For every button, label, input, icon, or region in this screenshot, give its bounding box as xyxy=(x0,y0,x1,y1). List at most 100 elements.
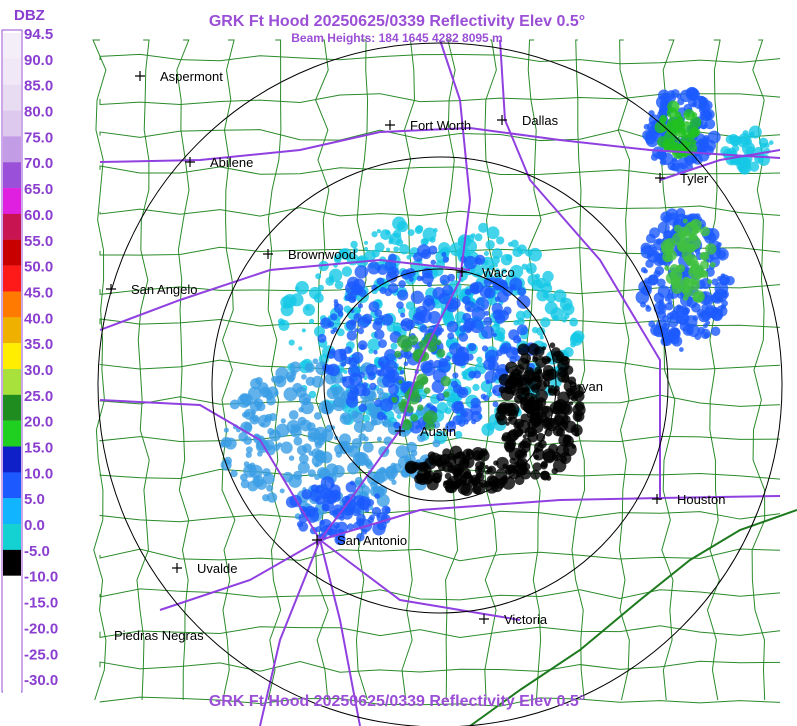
echo xyxy=(433,469,443,480)
echo xyxy=(436,348,446,358)
echo xyxy=(427,451,436,460)
echo xyxy=(515,310,526,321)
echo xyxy=(519,396,529,406)
echo xyxy=(364,246,369,252)
echo xyxy=(574,432,580,437)
legend-swatch xyxy=(3,291,21,318)
echo xyxy=(380,229,391,240)
echo xyxy=(333,301,340,308)
echo xyxy=(514,355,521,362)
echo xyxy=(408,335,419,346)
echo xyxy=(707,279,713,285)
echo xyxy=(542,364,555,377)
echo xyxy=(416,473,429,486)
city-label: Dallas xyxy=(522,113,559,128)
echo xyxy=(675,208,686,218)
highways xyxy=(99,39,781,726)
echo xyxy=(481,345,489,352)
echo xyxy=(362,414,371,423)
echo xyxy=(422,413,433,423)
echo xyxy=(534,366,543,375)
echo xyxy=(479,461,485,467)
echo xyxy=(339,348,347,357)
echo xyxy=(486,391,493,398)
echo xyxy=(400,318,414,332)
echo xyxy=(742,130,749,137)
echo xyxy=(365,363,378,377)
echo xyxy=(491,248,503,259)
legend-swatch xyxy=(3,84,21,111)
echo xyxy=(534,405,543,413)
echo xyxy=(764,142,770,148)
echo xyxy=(530,469,541,480)
echo xyxy=(645,304,650,309)
echo xyxy=(326,386,339,400)
echo xyxy=(662,214,671,223)
echo xyxy=(332,493,341,502)
echo xyxy=(521,437,532,449)
echo xyxy=(468,370,477,379)
echo xyxy=(521,386,531,396)
echo xyxy=(768,140,774,145)
echo xyxy=(717,242,722,247)
echo xyxy=(341,501,355,516)
echo xyxy=(374,242,385,253)
legend-swatch xyxy=(3,420,21,447)
echo xyxy=(694,264,704,274)
echo xyxy=(757,153,770,166)
echo xyxy=(680,135,692,147)
echo xyxy=(400,312,406,318)
echo xyxy=(415,225,424,233)
echo xyxy=(541,355,551,365)
coastline xyxy=(469,509,797,726)
county-line xyxy=(99,696,781,707)
echo xyxy=(463,239,478,254)
echo xyxy=(655,239,662,245)
legend-unit: DBZ xyxy=(14,7,45,24)
legend-swatch xyxy=(3,446,21,473)
legend-label: 10.0 xyxy=(24,465,53,482)
echo xyxy=(280,441,293,454)
echo xyxy=(260,422,265,427)
echo xyxy=(697,95,706,105)
echo xyxy=(425,421,436,432)
echo xyxy=(398,280,406,288)
echo xyxy=(302,443,312,453)
echo xyxy=(417,404,424,411)
echo xyxy=(338,433,351,446)
echo xyxy=(701,270,709,278)
echo xyxy=(525,262,537,275)
legend-label: 90.0 xyxy=(24,52,53,69)
echo xyxy=(522,434,527,439)
echo xyxy=(692,290,705,303)
city-marker xyxy=(544,381,554,391)
city-label: Abilene xyxy=(210,155,253,170)
county-line xyxy=(99,660,781,673)
echo xyxy=(554,399,568,412)
echo xyxy=(559,297,573,311)
echo xyxy=(474,254,486,266)
echo xyxy=(367,338,381,352)
echo xyxy=(280,418,286,424)
echo xyxy=(387,282,399,294)
echo xyxy=(450,380,459,388)
echo xyxy=(354,265,369,279)
subtitle: Beam Heights: 184 1645 4282 8095 m xyxy=(291,31,502,45)
echo xyxy=(308,318,315,325)
echo xyxy=(391,397,396,402)
echo xyxy=(382,414,388,420)
echo xyxy=(520,468,532,480)
city-label: Fort Worth xyxy=(410,118,471,133)
echo xyxy=(360,365,368,373)
echo xyxy=(308,390,317,399)
echo xyxy=(443,455,456,468)
echo xyxy=(352,247,359,254)
echo xyxy=(725,275,735,286)
legend-label: 5.0 xyxy=(24,491,45,508)
echo xyxy=(527,274,540,286)
echo xyxy=(696,308,706,318)
city-marker xyxy=(106,284,116,294)
legend-swatch xyxy=(3,188,21,215)
